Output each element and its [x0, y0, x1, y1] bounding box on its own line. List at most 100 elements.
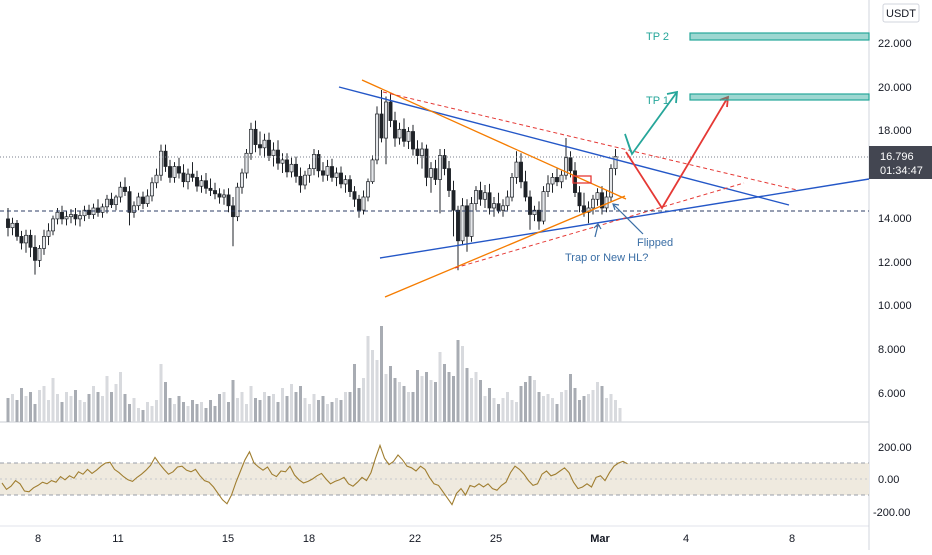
- volume-bar: [204, 408, 208, 422]
- candle-body: [577, 192, 582, 207]
- candle-body: [105, 198, 109, 208]
- price-axis[interactable]: USDT 22.000 20.000 18.000 14.000 12.000 …: [869, 3, 932, 400]
- candle: [555, 168, 559, 187]
- candle-body: [6, 218, 10, 228]
- volume-bar: [290, 384, 293, 422]
- oscillator-axis[interactable]: 200.00 0.00 -200.00: [873, 442, 912, 519]
- time-axis[interactable]: 8 11 15 18 22 25 Mar 4 8: [35, 533, 795, 545]
- candle-body: [186, 173, 190, 183]
- volume-bar: [11, 394, 14, 422]
- volume-bar: [366, 336, 370, 422]
- volume-bar: [443, 364, 446, 422]
- volume-bar: [393, 378, 397, 422]
- candle-body: [73, 214, 78, 220]
- time-tick: 11: [112, 533, 123, 545]
- candle-body: [51, 218, 55, 232]
- volume-bar: [362, 378, 365, 422]
- time-tick: Mar: [590, 533, 610, 545]
- blue-descending-trendline: [338, 86, 790, 206]
- currency-badge: [882, 3, 920, 23]
- volume-bar: [83, 402, 86, 422]
- volume-bar: [218, 394, 221, 422]
- candle-body: [100, 206, 105, 213]
- candle-body: [334, 172, 339, 178]
- candle-body: [181, 172, 186, 183]
- volume-bar: [524, 382, 527, 422]
- trendline-drawings: [338, 32, 870, 298]
- time-tick: 15: [222, 533, 234, 545]
- volume-bar: [92, 386, 95, 422]
- candle: [375, 106, 379, 165]
- candle-body: [492, 203, 496, 209]
- volume-bar: [281, 388, 284, 422]
- candle: [487, 183, 492, 215]
- candle-body: [172, 166, 177, 178]
- countdown-value: 01:34:47: [880, 165, 923, 177]
- candle-body: [447, 168, 451, 191]
- candle: [127, 186, 132, 226]
- time-tick: 4: [683, 533, 689, 545]
- volume-bar: [335, 398, 338, 422]
- candle: [415, 140, 420, 165]
- volume-bar: [474, 372, 478, 422]
- candle-body: [294, 163, 298, 177]
- candle-body: [64, 216, 69, 220]
- volume-bar: [312, 394, 316, 422]
- candle-body: [600, 192, 604, 209]
- volume-bar: [533, 380, 536, 422]
- candle-body: [177, 166, 181, 174]
- red-arrowhead: [719, 95, 730, 108]
- volume-bar: [182, 402, 185, 422]
- volume-bar: [213, 406, 217, 422]
- volume-bar: [420, 376, 424, 422]
- candle: [411, 124, 415, 156]
- volume-bar: [56, 394, 59, 422]
- candle-body: [303, 174, 307, 186]
- volume-bar: [245, 404, 248, 422]
- candle: [150, 177, 154, 202]
- candle-body: [33, 246, 37, 261]
- candle-body: [348, 179, 352, 192]
- volume-bar: [249, 386, 253, 422]
- candle: [6, 208, 10, 237]
- volume-bar: [461, 346, 464, 422]
- volume-bar: [6, 398, 10, 422]
- volume-bar: [60, 402, 64, 422]
- candle: [460, 198, 465, 246]
- volume-bar: [272, 394, 275, 422]
- volume-bar: [596, 382, 599, 422]
- candle: [402, 118, 406, 147]
- time-tick: 18: [303, 533, 315, 545]
- candle: [559, 170, 564, 189]
- volume-bar: [69, 396, 73, 422]
- last-price-badge: [869, 146, 932, 179]
- candle: [231, 197, 235, 247]
- volume-bar: [339, 400, 343, 422]
- price-tick: 14.000: [878, 213, 912, 225]
- volume-bar: [416, 370, 419, 422]
- volume-bar: [128, 404, 131, 422]
- candle: [294, 156, 298, 183]
- volume-bar: [267, 396, 271, 422]
- candle: [352, 186, 357, 207]
- volume-bar: [65, 392, 68, 422]
- candle: [510, 173, 514, 202]
- candle-body: [118, 186, 123, 198]
- candle: [564, 138, 568, 180]
- teal-arrowhead: [666, 90, 679, 104]
- teal-projection-path: [624, 91, 678, 156]
- candle: [348, 175, 352, 197]
- candle-body: [487, 192, 492, 209]
- candle: [55, 208, 60, 225]
- candle-body: [325, 166, 330, 176]
- tp2-zone: [689, 32, 870, 41]
- candle-body: [321, 170, 325, 176]
- candle-body: [168, 166, 172, 178]
- volume-bar: [263, 392, 266, 422]
- volume-bar: [614, 400, 617, 422]
- candle-body: [604, 196, 609, 209]
- candle-body: [199, 180, 204, 187]
- volume-bar: [33, 404, 37, 422]
